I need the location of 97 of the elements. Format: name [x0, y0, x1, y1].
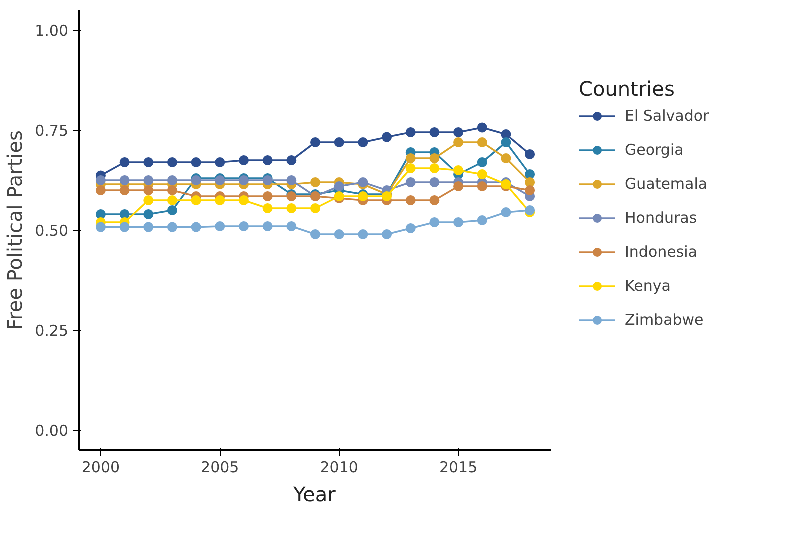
y-tick-label: 0.00	[35, 422, 69, 440]
point	[382, 132, 392, 142]
point	[238, 156, 249, 166]
point	[501, 208, 512, 218]
point	[501, 154, 512, 164]
legend-label: Kenya	[625, 277, 671, 295]
x-tick-label: 2015	[439, 458, 478, 476]
point	[144, 222, 154, 232]
x-tick-label: 2010	[320, 458, 358, 476]
point	[430, 164, 440, 174]
point	[406, 128, 416, 138]
point	[406, 164, 416, 174]
point	[310, 230, 320, 240]
point	[167, 206, 178, 216]
point	[430, 196, 440, 206]
y-tick-label: 1.00	[35, 22, 69, 40]
x-tick-label: 2000	[82, 458, 120, 476]
point	[144, 176, 154, 186]
point	[96, 222, 106, 232]
point	[144, 196, 154, 206]
point	[120, 176, 130, 186]
point	[144, 186, 154, 196]
y-axis-title: Free Political Parties	[3, 130, 28, 330]
point	[406, 196, 416, 206]
point	[406, 224, 416, 234]
point	[96, 210, 106, 220]
point	[167, 222, 178, 232]
legend-label: Zimbabwe	[625, 311, 704, 329]
legend-label: Indonesia	[625, 243, 698, 261]
point	[191, 158, 202, 168]
point	[358, 138, 368, 148]
point	[334, 230, 344, 240]
y-tick-label: 0.75	[35, 122, 69, 140]
point	[454, 218, 464, 228]
point	[262, 222, 273, 232]
point	[215, 196, 226, 206]
point	[167, 176, 178, 186]
point	[477, 158, 488, 168]
point	[144, 158, 154, 168]
y-tick-label: 0.25	[35, 322, 69, 340]
point	[406, 178, 416, 188]
point	[120, 158, 130, 168]
point	[454, 128, 464, 138]
point	[501, 138, 512, 148]
point	[454, 166, 464, 176]
point	[430, 154, 440, 164]
point	[310, 178, 320, 188]
point	[525, 170, 536, 180]
point	[96, 176, 106, 186]
point	[262, 204, 273, 214]
point	[286, 222, 297, 232]
legend-label: Georgia	[625, 141, 684, 159]
point	[286, 156, 297, 166]
point	[238, 196, 249, 206]
point	[191, 196, 202, 206]
x-axis-title: Year	[292, 482, 337, 506]
point	[310, 138, 320, 148]
point	[477, 216, 488, 226]
point	[430, 178, 440, 188]
point	[525, 186, 536, 196]
point	[286, 204, 297, 214]
point	[477, 182, 488, 192]
point	[167, 158, 178, 168]
point	[120, 186, 130, 196]
point	[310, 204, 320, 214]
point	[334, 182, 344, 192]
point	[215, 222, 226, 232]
legend-label: Guatemala	[625, 175, 708, 193]
point	[334, 138, 344, 148]
point	[144, 210, 154, 220]
y-tick-label: 0.50	[35, 222, 69, 240]
point	[477, 138, 488, 148]
legend-label: Honduras	[625, 209, 698, 227]
point	[430, 218, 440, 228]
legend-title: Countries	[579, 77, 676, 101]
point	[525, 178, 536, 188]
point	[96, 186, 106, 196]
point	[477, 170, 488, 180]
point	[525, 150, 536, 160]
point	[382, 230, 392, 240]
x-tick-label: 2005	[201, 458, 240, 476]
point	[262, 156, 273, 166]
point	[167, 186, 178, 196]
point	[191, 222, 202, 232]
point	[167, 196, 178, 206]
point	[430, 128, 440, 138]
point	[477, 122, 488, 133]
point	[215, 158, 226, 168]
point	[358, 230, 368, 240]
point	[286, 176, 297, 186]
point	[406, 154, 416, 164]
point	[454, 182, 464, 192]
legend-label: El Salvador	[625, 107, 710, 125]
point	[120, 222, 130, 232]
point	[238, 222, 249, 232]
point	[454, 138, 464, 148]
point	[262, 192, 273, 202]
